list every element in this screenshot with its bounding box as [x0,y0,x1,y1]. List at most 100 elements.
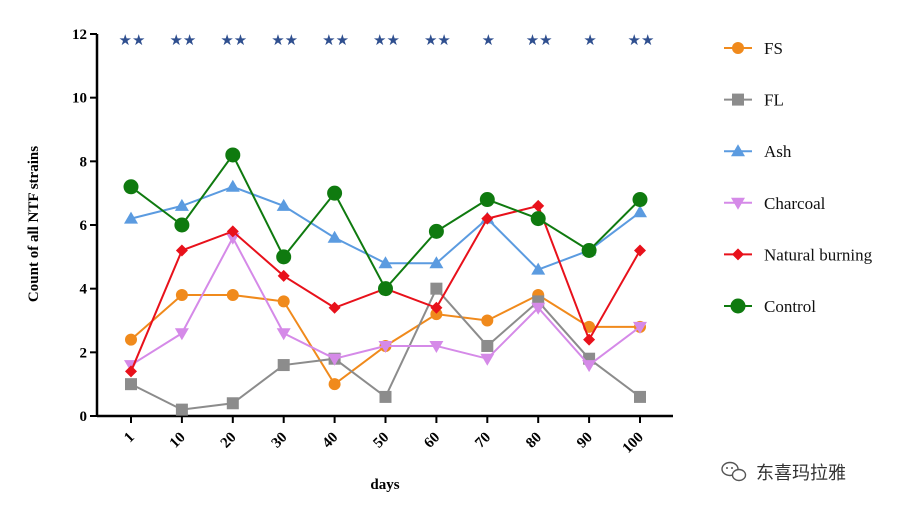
legend-marker [730,298,746,314]
data-point-charcoal [531,302,546,315]
legend-item-natural-burning: Natural burning [724,245,873,264]
data-point-control [225,147,241,163]
data-point-control [632,192,648,208]
legend-marker [731,197,745,210]
significance-mark: ★★ [373,31,400,49]
significance-mark: ★ [482,31,495,49]
data-point-charcoal [378,340,393,353]
series-line-fs [130,293,640,386]
data-point-fs [125,333,137,346]
significance-mark: ★★ [271,31,298,49]
significance-mark: ★★ [424,31,451,49]
x-tick-label: 10 [167,430,189,452]
x-tick-label: 20 [218,430,240,452]
x-tick-label: 30 [269,430,291,452]
watermark: 东喜玛拉雅 [721,461,846,484]
data-point-natural-burning [583,333,596,346]
data-point-ash [327,230,342,243]
legend-label: FL [764,91,784,110]
data-point-fl [634,390,646,403]
data-point-charcoal [582,360,597,373]
data-point-natural-burning [532,199,545,212]
wechat-icon [721,461,747,482]
legend-label: FS [764,39,783,58]
legend-marker [732,93,744,106]
data-point-fl [379,390,392,403]
data-point-ash [378,256,393,269]
significance-mark: ★★ [628,31,655,49]
data-point-ash [429,256,444,269]
legend: FS FL Ash Charcoal Natural burning Control [724,39,873,316]
x-tick-label: 100 [620,430,647,457]
data-point-fs [277,295,290,308]
y-tick-label: 12 [72,27,87,43]
legend-marker [731,144,745,157]
series-line-control [130,153,641,291]
legend-label: Ash [764,142,792,161]
significance-mark: ★ [583,31,596,49]
y-tick-label: 8 [80,154,88,170]
legend-label: Natural burning [764,245,873,264]
significance-mark: ★★ [169,31,196,49]
data-point-fs [175,289,188,302]
significance-mark: ★★ [322,31,349,49]
significance-mark: ★★ [119,31,146,49]
data-point-fl [430,282,443,295]
data-point-natural-burning [481,212,494,225]
data-point-charcoal [633,321,647,334]
data-point-fl [277,359,290,372]
series-fl [125,282,646,416]
legend-item-control: Control [724,297,816,316]
legend-label: Control [764,297,816,316]
series-charcoal [124,232,647,373]
data-point-fs [328,378,341,391]
data-point-natural-burning [328,301,341,314]
significance-mark: ★★ [526,31,553,49]
data-point-control [378,281,393,297]
data-point-control [174,217,190,233]
data-point-natural-burning [430,301,443,314]
data-point-ash [276,198,291,211]
data-point-fl [175,403,188,416]
data-point-fl [481,339,494,352]
data-point-ash [225,179,240,192]
series-ash [124,179,647,275]
data-point-charcoal [480,353,495,366]
x-tick-label: 50 [370,430,392,452]
legend-label: Charcoal [764,194,826,213]
y-tick-label: 2 [80,345,88,361]
data-point-fs [430,308,443,321]
watermark-text: 东喜玛拉雅 [756,463,846,484]
legend-item-fl: FL [724,91,784,110]
data-point-fl [226,397,239,410]
data-point-control [428,223,444,239]
x-axis-label: days [370,477,399,493]
y-tick-label: 10 [72,91,87,107]
data-point-fs [226,289,239,302]
data-point-control [327,185,343,201]
data-point-fs [481,314,494,327]
x-tick-label: 70 [472,430,494,452]
chart-axes: 0 2 4 6 8 10 12 1 10 20 30 40 50 60 70 80 90 100 [72,27,673,457]
data-point-control [276,249,292,265]
data-point-ash [174,198,189,211]
data-point-control [479,192,495,208]
data-point-natural-burning [277,269,290,282]
data-point-charcoal [429,340,444,353]
significance-stars: ★★ ★★ ★★ ★★ ★★ ★★ ★★ ★ ★★ ★ ★★ [119,31,655,49]
series-layer [123,147,648,416]
data-point-charcoal [327,353,342,366]
data-point-control [530,211,546,227]
x-tick-label: 80 [523,430,545,452]
legend-item-ash: Ash [724,142,792,161]
x-tick-label: 40 [320,430,342,452]
significance-mark: ★★ [220,31,247,49]
legend-item-fs: FS [724,39,783,58]
legend-item-charcoal: Charcoal [724,194,826,213]
x-tick-label: 60 [421,430,443,452]
data-point-ash [531,262,546,275]
x-tick-label: 90 [574,430,596,452]
data-point-natural-burning [226,225,239,238]
series-fs [125,289,646,391]
